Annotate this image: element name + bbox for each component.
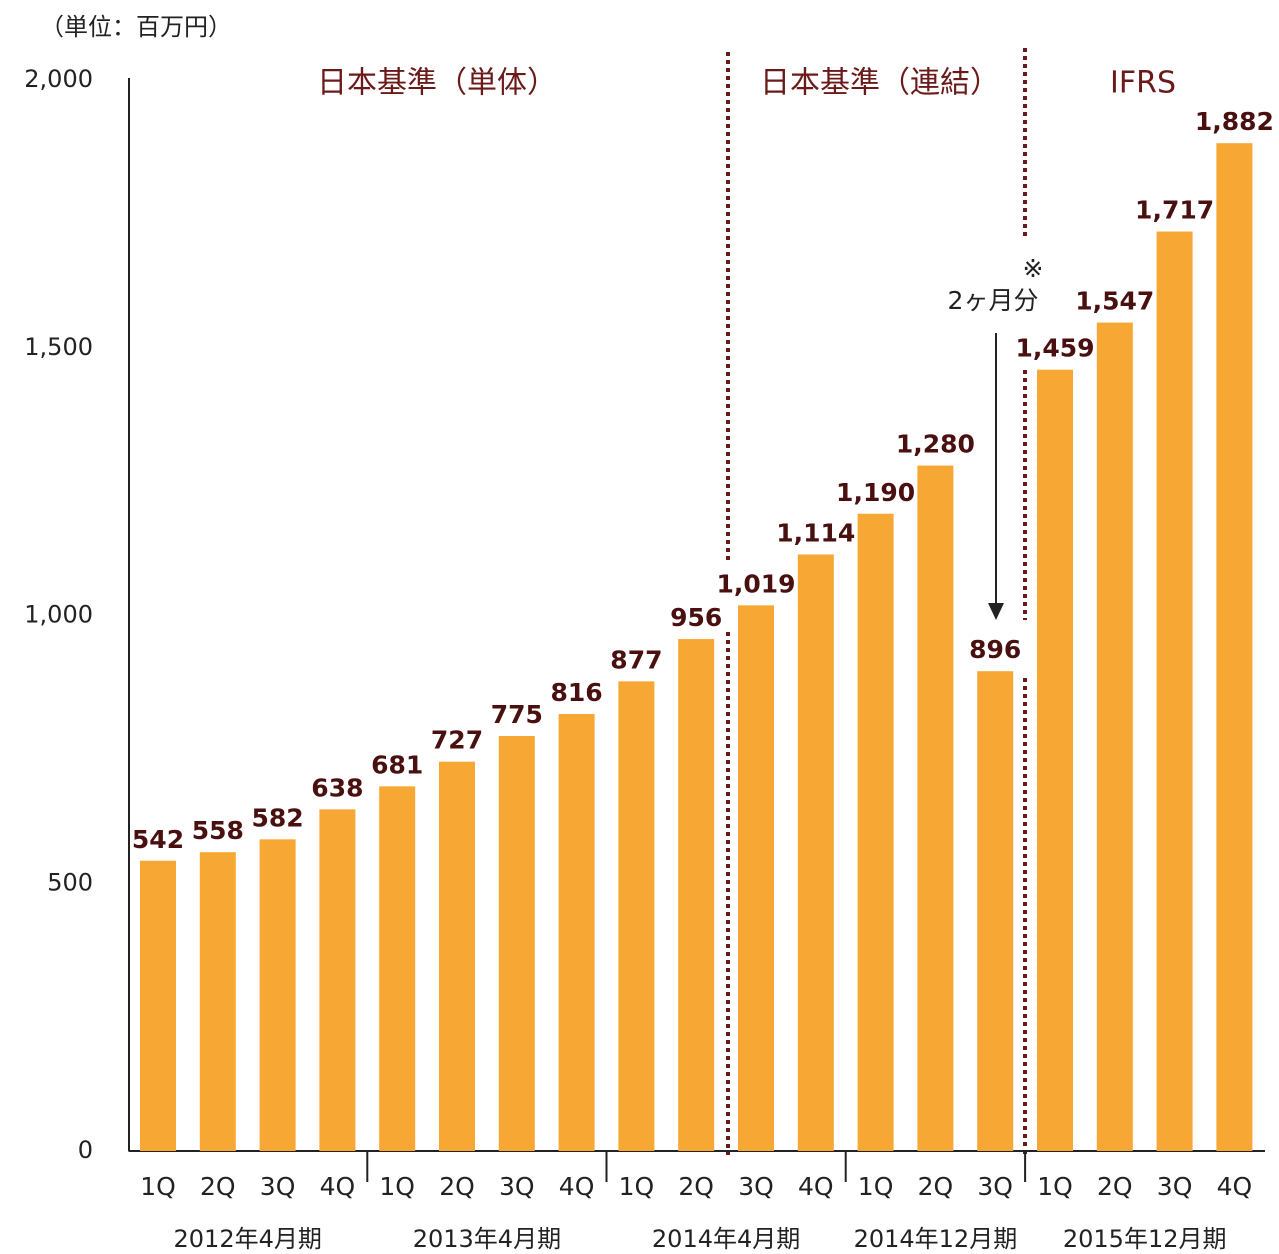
x-tick-label: 2Q <box>1097 1172 1133 1201</box>
x-tick-label: 2Q <box>918 1172 954 1201</box>
value-label: 877 <box>610 645 662 674</box>
bar <box>1037 369 1073 1151</box>
period-label: 2012年4月期 <box>174 1225 322 1253</box>
bar <box>977 671 1014 1151</box>
value-label: 956 <box>670 603 722 632</box>
value-label: 1,190 <box>836 478 915 507</box>
x-tick-label: 1Q <box>858 1172 894 1201</box>
value-label: 542 <box>132 825 184 854</box>
bar <box>439 761 475 1151</box>
section-label: IFRS <box>1110 66 1176 101</box>
section-label: 日本基準（連結） <box>760 66 1000 101</box>
value-label: 1,717 <box>1135 196 1214 225</box>
x-tick-label: 1Q <box>1037 1172 1073 1201</box>
value-label: 775 <box>491 700 543 729</box>
y-tick-label: 1,500 <box>24 333 93 361</box>
value-label: 727 <box>431 726 483 755</box>
bar <box>1156 231 1193 1151</box>
value-label: 638 <box>311 773 363 802</box>
x-tick-label: 2Q <box>678 1172 714 1201</box>
value-label: 1,459 <box>1015 334 1094 363</box>
y-tick-label: 2,000 <box>24 65 93 93</box>
bar <box>738 605 774 1151</box>
bar <box>379 786 416 1151</box>
value-label: 896 <box>969 635 1021 664</box>
bar <box>558 714 595 1151</box>
period-label: 2013年4月期 <box>413 1225 561 1253</box>
x-tick-label: 3Q <box>1157 1172 1193 1201</box>
x-tick-label: 3Q <box>977 1172 1013 1201</box>
value-label: 1,019 <box>716 569 795 598</box>
bar <box>319 809 356 1151</box>
bar <box>498 735 535 1151</box>
value-label: 681 <box>371 750 423 779</box>
x-tick-label: 4Q <box>1217 1172 1253 1201</box>
x-tick-label: 3Q <box>499 1172 535 1201</box>
x-tick-label: 4Q <box>320 1172 356 1201</box>
period-label: 2014年12月期 <box>854 1225 1018 1253</box>
value-label: 1,280 <box>896 430 975 459</box>
y-tick-label: 1,000 <box>24 601 93 629</box>
bar <box>199 852 236 1151</box>
bar <box>678 639 715 1151</box>
x-tick-label: 3Q <box>260 1172 296 1201</box>
bar <box>797 554 834 1151</box>
period-label: 2015年12月期 <box>1063 1225 1227 1253</box>
bar <box>1216 143 1253 1152</box>
section-dividers <box>726 48 1027 1155</box>
annotation-text: 2ヶ月分 <box>948 286 1039 315</box>
section-label: 日本基準（単体） <box>317 66 557 101</box>
value-label: 1,547 <box>1075 287 1154 316</box>
value-label: 1,882 <box>1195 107 1274 136</box>
annotation-mark: ※ <box>1023 254 1044 283</box>
bar <box>140 860 176 1151</box>
x-tick-label: 1Q <box>379 1172 415 1201</box>
x-tick-label: 2Q <box>439 1172 475 1201</box>
y-tick-label: 0 <box>78 1136 93 1164</box>
bar <box>857 513 894 1151</box>
value-label: 816 <box>551 678 603 707</box>
x-tick-label: 1Q <box>619 1172 655 1201</box>
bar <box>618 681 655 1151</box>
annotation-arrowhead <box>988 603 1004 620</box>
y-tick-label: 500 <box>47 868 93 896</box>
x-tick-label: 3Q <box>738 1172 774 1201</box>
bar <box>259 839 296 1151</box>
value-label: 1,114 <box>776 518 855 547</box>
value-label: 582 <box>252 803 304 832</box>
x-tick-label: 2Q <box>200 1172 236 1201</box>
period-label: 2014年4月期 <box>652 1225 800 1253</box>
value-label: 558 <box>192 816 244 845</box>
unit-label: （単位：百万円） <box>40 13 232 41</box>
x-tick-label: 4Q <box>559 1172 595 1201</box>
x-tick-label: 1Q <box>140 1172 176 1201</box>
x-tick-label: 4Q <box>798 1172 834 1201</box>
bar <box>917 465 954 1151</box>
bar <box>1096 322 1133 1151</box>
